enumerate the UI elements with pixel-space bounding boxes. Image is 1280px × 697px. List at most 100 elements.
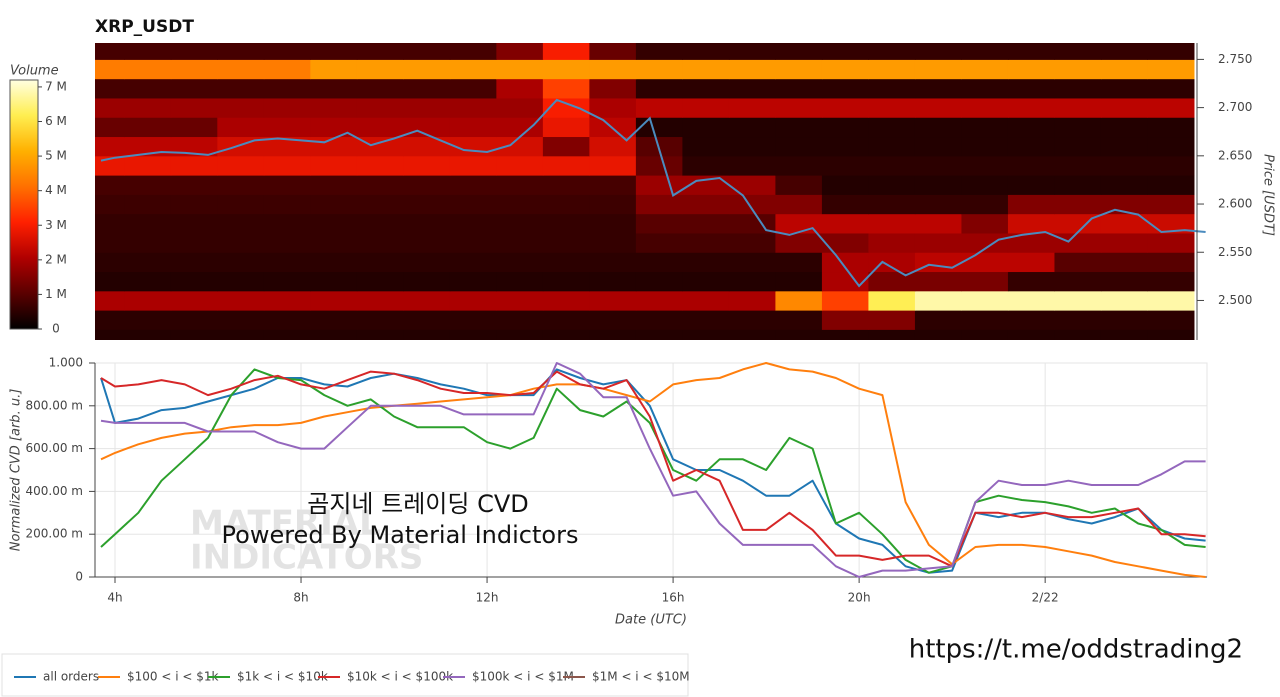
heatmap-cell [542, 213, 590, 234]
heatmap-cell [496, 310, 544, 330]
heatmap-cell [868, 43, 916, 60]
heatmap-cell [961, 155, 1009, 176]
heatmap-cell [95, 43, 125, 60]
heatmap-cell [775, 43, 823, 60]
heatmap-cell [496, 59, 544, 80]
heatmap-cell [821, 78, 869, 99]
heatmap-cell [1054, 194, 1102, 215]
heatmap-cell [682, 213, 730, 234]
colorbar-tick-label: 5 M [45, 149, 67, 163]
heatmap-cell [775, 59, 823, 80]
heatmap-cell [124, 252, 172, 273]
heatmap-cell [961, 78, 1009, 99]
heatmap-cell [449, 252, 497, 273]
heatmap-cell [496, 78, 544, 99]
heatmap-cell [217, 43, 265, 60]
heatmap-cell [589, 290, 637, 311]
heatmap-cell [868, 97, 916, 118]
heatmap-cell [1100, 97, 1148, 118]
heatmap-cell [95, 213, 125, 234]
heatmap-cell [1100, 59, 1148, 80]
heatmap-cell [496, 271, 544, 292]
heatmap-cell [821, 213, 869, 234]
series-line [100, 368, 1206, 574]
heatmap-cell [263, 97, 311, 118]
heatmap-cell [914, 252, 962, 273]
heatmap-cell [1100, 117, 1148, 138]
heatmap-cell [775, 232, 823, 253]
heatmap-cell [263, 117, 311, 138]
heatmap-cell [170, 136, 218, 157]
heatmap-cell [217, 213, 265, 234]
heatmap-cell [263, 271, 311, 292]
heatmap-cell [449, 175, 497, 195]
heatmap-cell [821, 117, 869, 138]
watermark: MATERIAL [190, 504, 381, 544]
heatmap-cell [1147, 271, 1195, 292]
heatmap-cell [356, 252, 404, 273]
heatmap-cell [635, 59, 683, 80]
heatmap-cell [728, 117, 776, 138]
heatmap-cell [589, 155, 637, 176]
heatmap-cell [1007, 232, 1055, 253]
heatmap-cell [1007, 97, 1055, 118]
heatmap-cell [124, 213, 172, 234]
heatmap-cell [356, 117, 404, 138]
heatmap-cell [170, 271, 218, 292]
heatmap-cell [496, 136, 544, 157]
colorbar [9, 79, 39, 330]
heatmap-cell [496, 290, 544, 311]
heatmap-cell [95, 117, 125, 138]
colorbar-tick-label: 4 M [45, 183, 67, 197]
y-tick-label: 800.00 m [26, 398, 84, 412]
y2-tick-label: 2.700 [1218, 100, 1252, 114]
heatmap-cell [124, 97, 172, 118]
heatmap-cell [1007, 213, 1055, 234]
heatmap-cell [310, 97, 358, 118]
heatmap-cell [356, 97, 404, 118]
heatmap-cell [1054, 310, 1102, 330]
heatmap-cell [496, 117, 544, 138]
heatmap-cell [682, 97, 730, 118]
heatmap-cell [961, 329, 1009, 340]
heatmap-cell [728, 175, 776, 195]
x-tick-label: 12h [476, 591, 499, 605]
x-tick-label: 16h [662, 591, 685, 605]
heatmap-cell [1147, 155, 1195, 176]
heatmap-cell [961, 194, 1009, 215]
heatmap-cell [1054, 97, 1102, 118]
heatmap-cell [95, 136, 125, 157]
heatmap-cell [1007, 43, 1055, 60]
y-tick-label: 200.00 m [26, 527, 84, 541]
heatmap-cell [356, 271, 404, 292]
heatmap-cell [124, 155, 172, 176]
colorbar-tick-label: 6 M [45, 114, 67, 128]
heatmap-cell [1147, 232, 1195, 253]
heatmap-cell [170, 329, 218, 340]
colorbar-tick-label: 2 M [45, 252, 67, 266]
heatmap-cell [589, 232, 637, 253]
heatmap-cell [263, 136, 311, 157]
heatmap-cell [542, 290, 590, 311]
heatmap-cell [914, 329, 962, 340]
heatmap-cell [868, 252, 916, 273]
heatmap-cell [310, 271, 358, 292]
heatmap-cell [403, 43, 451, 60]
heatmap-cell [217, 232, 265, 253]
heatmap-cell [775, 194, 823, 215]
heatmap-cell [775, 290, 823, 311]
heatmap-cell [682, 117, 730, 138]
heatmap-cell [170, 310, 218, 330]
heatmap-cell [542, 329, 590, 340]
heatmap-cell [1147, 43, 1195, 60]
heatmap-cell [170, 117, 218, 138]
y2-tick-label: 2.600 [1218, 197, 1252, 211]
heatmap-cell [95, 310, 125, 330]
heatmap-cell [914, 59, 962, 80]
heatmap-cell [1147, 310, 1195, 330]
heatmap-cell [310, 175, 358, 195]
heatmap-cell [635, 310, 683, 330]
heatmap-cell [728, 97, 776, 118]
colorbar-tick-label: 3 M [45, 218, 67, 232]
y-tick-label: 600.00 m [26, 441, 84, 455]
